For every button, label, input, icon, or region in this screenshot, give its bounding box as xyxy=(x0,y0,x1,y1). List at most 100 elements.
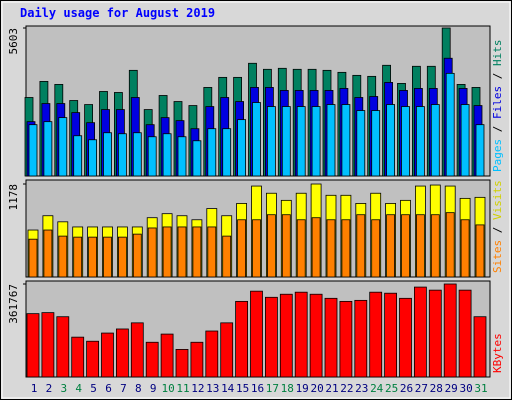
x-tick-label: 15 xyxy=(236,382,249,395)
bar xyxy=(28,124,38,177)
x-tick-label: 5 xyxy=(90,382,97,395)
bar xyxy=(205,330,219,378)
bar xyxy=(26,313,40,378)
bar xyxy=(132,132,142,177)
bar xyxy=(445,72,455,177)
legend-entry: Files xyxy=(491,86,504,119)
bar xyxy=(311,217,321,278)
bar xyxy=(101,332,114,378)
bar xyxy=(281,106,291,177)
bar xyxy=(222,235,232,278)
x-tick-label: 29 xyxy=(445,382,458,395)
bar xyxy=(130,322,144,378)
bar xyxy=(190,341,204,378)
x-tick-label: 1 xyxy=(31,382,38,395)
bar xyxy=(339,300,353,378)
bar xyxy=(207,128,217,177)
x-tick-label: 6 xyxy=(105,382,112,395)
bar xyxy=(399,297,412,378)
bar xyxy=(326,104,336,177)
bar xyxy=(386,214,396,278)
bar xyxy=(371,219,381,278)
bar xyxy=(460,219,470,278)
x-tick-label: 16 xyxy=(251,382,264,395)
bar xyxy=(192,226,202,278)
bar xyxy=(237,219,247,278)
bar xyxy=(147,136,157,177)
legend-entry: KBytes xyxy=(491,333,504,373)
x-tick-label: 22 xyxy=(340,382,353,395)
x-tick-label: 2 xyxy=(46,382,53,395)
y-tick-label: 1178 xyxy=(7,184,20,211)
bar xyxy=(43,121,53,177)
bar xyxy=(56,316,70,378)
x-tick-label: 25 xyxy=(385,382,398,395)
bar xyxy=(118,236,127,278)
bar xyxy=(428,289,442,378)
legend-separator: / xyxy=(491,220,504,240)
bar xyxy=(341,219,351,278)
bar xyxy=(86,340,99,378)
bar xyxy=(266,106,276,177)
bar xyxy=(207,226,217,278)
x-tick-label: 9 xyxy=(150,382,157,395)
bar xyxy=(281,214,291,278)
bar xyxy=(118,133,127,177)
bar xyxy=(415,214,425,278)
bar xyxy=(460,104,470,177)
bar xyxy=(103,236,112,278)
x-tick-label: 24 xyxy=(370,382,384,395)
bar xyxy=(475,224,485,278)
bar xyxy=(116,328,129,378)
bar xyxy=(445,212,455,278)
bar xyxy=(384,292,398,378)
legend-entry: Visits xyxy=(491,180,504,220)
bar xyxy=(311,106,321,177)
bar xyxy=(458,289,472,378)
x-tick-label: 4 xyxy=(75,382,82,395)
legend-entry: Sites xyxy=(491,240,504,273)
bar xyxy=(103,132,112,177)
bar xyxy=(296,219,306,278)
bar xyxy=(175,349,189,378)
bar xyxy=(162,133,172,177)
bar xyxy=(250,290,263,378)
y-tick-label: 5603 xyxy=(7,28,20,55)
bar xyxy=(401,106,410,177)
legend-separator: / xyxy=(491,66,504,86)
bar xyxy=(88,139,97,177)
bar xyxy=(235,300,249,378)
bar xyxy=(430,214,440,278)
bar xyxy=(88,236,97,278)
legend: Sites / Visits xyxy=(491,180,504,273)
bar xyxy=(132,233,142,278)
bar xyxy=(473,316,487,378)
bar xyxy=(309,293,323,378)
y-tick-label: 361767 xyxy=(7,284,20,324)
x-tick-label: 12 xyxy=(191,382,204,395)
x-tick-label: 19 xyxy=(296,382,309,395)
bar xyxy=(294,291,308,378)
bar xyxy=(28,238,38,278)
bar xyxy=(177,226,187,278)
legend: KBytes xyxy=(491,333,504,373)
x-tick-label: 27 xyxy=(415,382,428,395)
bar xyxy=(356,214,366,278)
x-tick-label: 23 xyxy=(355,382,368,395)
x-tick-label: 31 xyxy=(474,382,487,395)
bar xyxy=(356,110,366,177)
bar xyxy=(401,214,410,278)
bar xyxy=(369,291,383,378)
bar xyxy=(58,235,68,278)
bar xyxy=(430,104,440,177)
bar xyxy=(58,117,68,177)
legend-entry: Pages xyxy=(491,139,504,172)
bar xyxy=(71,336,85,378)
bar xyxy=(324,297,338,378)
bar xyxy=(371,110,381,177)
bar xyxy=(354,299,368,378)
bar xyxy=(266,214,276,278)
